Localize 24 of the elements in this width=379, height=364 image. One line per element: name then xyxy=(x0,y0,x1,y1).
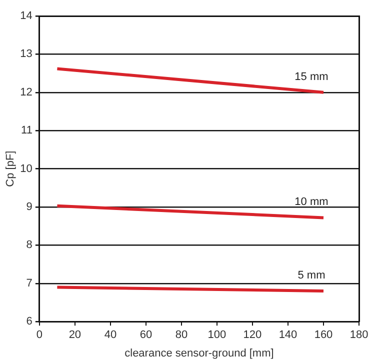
x-tick-label: 60 xyxy=(140,329,152,342)
y-axis-title: Cp [pF] xyxy=(4,150,17,187)
x-tick-label: 180 xyxy=(350,329,368,342)
y-tick-label: 6 xyxy=(26,316,32,328)
x-tick-label: 160 xyxy=(314,329,333,342)
series-label: 10 mm xyxy=(294,196,328,208)
x-tick-label: 140 xyxy=(278,329,298,342)
y-tick-label: 7 xyxy=(26,277,32,290)
x-tick-label: 80 xyxy=(175,329,188,342)
y-tick-label: 11 xyxy=(21,124,32,137)
x-tick-label: 0 xyxy=(36,329,42,342)
y-tick-label: 8 xyxy=(26,239,32,252)
y-tick-label: 9 xyxy=(26,201,32,214)
x-axis-title: clearance sensor-ground [mm] xyxy=(124,347,274,360)
x-tick-label: 120 xyxy=(243,329,262,342)
x-tick-label: 100 xyxy=(208,329,226,342)
series-label: 5 mm xyxy=(298,270,326,282)
y-tick-label: 12 xyxy=(20,86,32,98)
x-tick-label: 20 xyxy=(68,329,82,342)
y-tick-label: 10 xyxy=(20,162,32,175)
x-tick-label: 40 xyxy=(104,329,117,342)
series-label: 15 mm xyxy=(294,70,328,83)
y-tick-label: 13 xyxy=(20,48,32,60)
y-tick-label: 14 xyxy=(20,10,32,22)
